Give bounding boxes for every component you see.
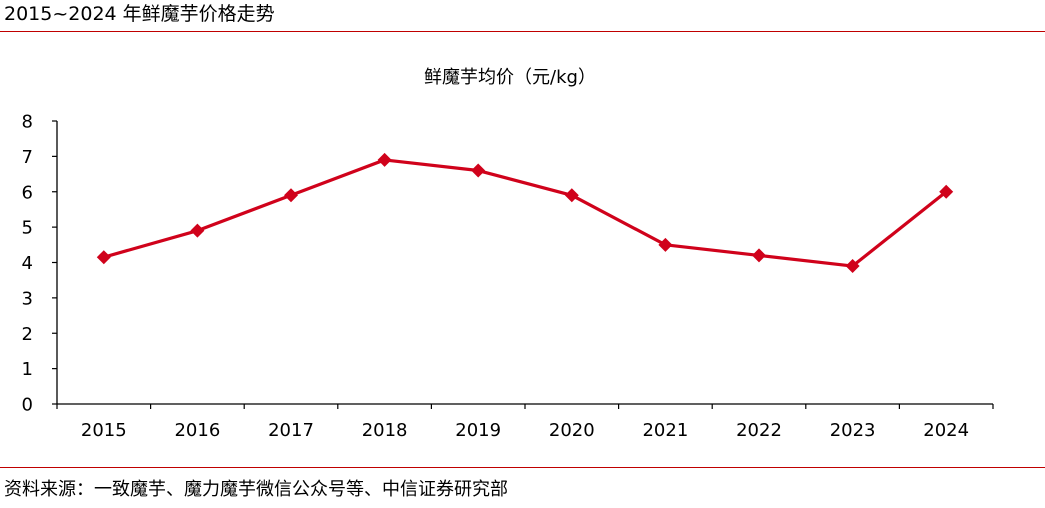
y-tick-label: 0 bbox=[22, 395, 33, 416]
data-point-marker bbox=[471, 163, 486, 178]
data-point-marker bbox=[96, 250, 111, 265]
header-divider bbox=[0, 31, 1045, 32]
x-tick-label: 2015 bbox=[81, 420, 127, 441]
y-tick-label: 8 bbox=[22, 112, 33, 133]
x-tick-label: 2023 bbox=[830, 420, 876, 441]
data-point-marker bbox=[377, 152, 392, 167]
x-tick-label: 2020 bbox=[549, 420, 595, 441]
x-tick-label: 2017 bbox=[268, 420, 314, 441]
x-tick-label: 2016 bbox=[174, 420, 220, 441]
x-tick-label: 2018 bbox=[362, 420, 408, 441]
chart-title: 鲜魔芋均价（元/kg） bbox=[424, 67, 596, 88]
y-tick-label: 4 bbox=[22, 253, 33, 274]
series-line bbox=[103, 158, 948, 268]
page-title: 2015~2024 年鲜魔芋价格走势 bbox=[4, 3, 275, 25]
y-tick-label: 5 bbox=[22, 218, 33, 239]
y-tick-label: 7 bbox=[22, 147, 33, 168]
x-axis: 2015 2016 2017 2018 2019 2020 2021 2022 2023 2024 bbox=[56, 403, 994, 441]
x-tick-label: 2021 bbox=[642, 420, 688, 441]
series-layer bbox=[96, 152, 954, 274]
data-point-marker bbox=[939, 184, 954, 199]
x-tick-label: 2024 bbox=[923, 420, 969, 441]
source-note: 资料来源：一致魔芋、魔力魔芋微信公众号等、中信证券研究部 bbox=[4, 479, 508, 500]
y-tick-label: 3 bbox=[22, 288, 33, 309]
data-point-marker bbox=[564, 188, 579, 203]
data-point-marker bbox=[190, 223, 205, 238]
y-tick-label: 1 bbox=[22, 359, 33, 380]
data-point-marker bbox=[658, 237, 673, 252]
x-tick-label: 2019 bbox=[455, 420, 501, 441]
y-axis: 0 1 2 3 4 5 6 7 8 bbox=[22, 112, 58, 416]
x-tick-label: 2022 bbox=[736, 420, 782, 441]
y-tick-label: 6 bbox=[22, 182, 33, 203]
data-point-marker bbox=[284, 188, 298, 203]
data-point-marker bbox=[845, 259, 860, 274]
footer-divider bbox=[0, 467, 1045, 468]
data-point-marker bbox=[752, 248, 766, 263]
y-tick-label: 2 bbox=[22, 324, 33, 345]
